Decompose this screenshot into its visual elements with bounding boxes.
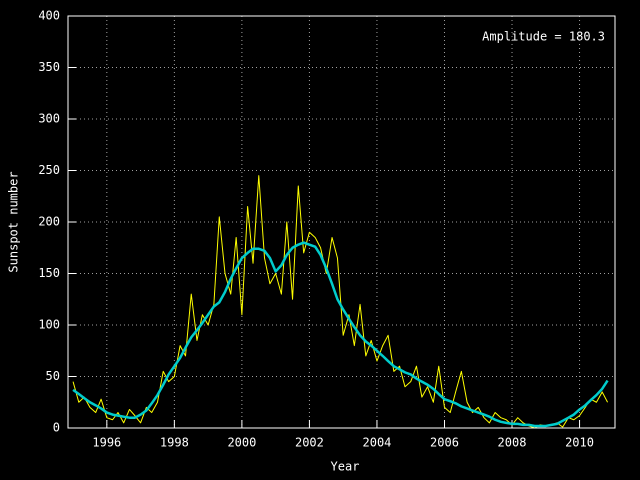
data-line	[72, 175, 609, 428]
x-tick-label: 2008	[498, 436, 527, 450]
annotation: Amplitude = 180.3	[482, 30, 605, 44]
x-axis-label: Year	[331, 460, 360, 474]
y-tick-label: 400	[38, 9, 60, 23]
y-tick-label: 300	[38, 112, 60, 126]
x-tick-label: 2000	[227, 436, 256, 450]
x-tick-label: 2002	[295, 436, 324, 450]
x-tick-label: 2006	[430, 436, 459, 450]
x-tick-label: 1998	[160, 436, 189, 450]
y-axis-label: Sunspot number	[7, 171, 21, 272]
y-tick-label: 350	[38, 60, 60, 74]
x-tick-label: 2010	[565, 436, 594, 450]
y-tick-label: 100	[38, 318, 60, 332]
y-tick-label: 50	[46, 369, 60, 383]
y-tick-label: 0	[53, 421, 60, 435]
x-tick-label: 2004	[363, 436, 392, 450]
y-tick-label: 250	[38, 163, 60, 177]
y-tick-label: 200	[38, 215, 60, 229]
data-line	[72, 241, 609, 428]
x-tick-label: 1996	[92, 436, 121, 450]
plot-frame	[67, 15, 616, 429]
y-tick-label: 150	[38, 266, 60, 280]
